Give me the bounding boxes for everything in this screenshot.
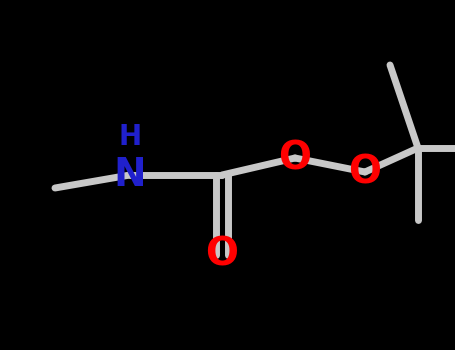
Text: O: O — [278, 139, 312, 177]
Text: H: H — [118, 123, 142, 151]
Text: O: O — [349, 153, 381, 191]
Text: O: O — [206, 236, 238, 274]
Text: N: N — [114, 156, 147, 194]
